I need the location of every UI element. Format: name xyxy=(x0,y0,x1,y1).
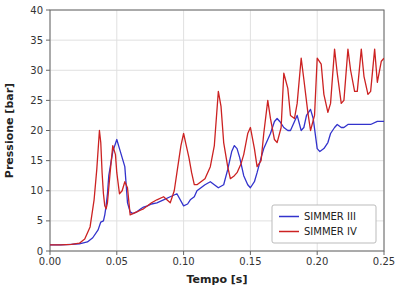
grid xyxy=(50,10,384,251)
tick-x xyxy=(250,251,251,255)
tick-x xyxy=(384,251,385,255)
tick-label-y: 30 xyxy=(30,65,43,76)
legend-swatch xyxy=(279,216,299,218)
tick-label-x: 0.10 xyxy=(172,256,194,267)
x-axis-label: Tempo [s] xyxy=(187,273,248,286)
axes: 0.00 0.05 0.10 0.15 0.20 0.25 0 5 10 15 20 25 30 35 40 xyxy=(30,5,395,268)
tick-label-x: 0.05 xyxy=(106,256,128,267)
tick-label-y: 15 xyxy=(30,155,43,166)
tick-label-x: 0.15 xyxy=(239,256,261,267)
tick-label-x: 0.00 xyxy=(39,256,61,267)
plot-background xyxy=(50,10,384,251)
grid-line-y xyxy=(50,70,384,71)
legend-box xyxy=(272,205,376,243)
tick-label-x: 0.20 xyxy=(306,256,328,267)
tick-label-y: 20 xyxy=(30,125,43,136)
tick-label-y: 35 xyxy=(30,35,43,46)
legend-label: SIMMER IV xyxy=(304,226,357,237)
chart: 0.00 0.05 0.10 0.15 0.20 0.25 0 5 10 15 20 25 30 35 40… xyxy=(0,0,396,289)
series-group xyxy=(50,49,384,245)
plot-frame xyxy=(50,10,384,251)
tick-y xyxy=(46,190,50,191)
legend: SIMMER III SIMMER IV xyxy=(272,205,376,243)
tick-y xyxy=(46,100,50,101)
tick-y xyxy=(46,70,50,71)
series-line xyxy=(50,49,384,245)
tick-label-y: 5 xyxy=(37,215,43,226)
series-line xyxy=(50,109,384,245)
grid-line-y xyxy=(50,190,384,191)
tick-label-y: 10 xyxy=(30,185,43,196)
tick-x xyxy=(116,251,117,255)
tick-y xyxy=(46,40,50,41)
y-axis-label: Pressione [bar] xyxy=(3,83,16,178)
tick-x xyxy=(50,251,51,255)
legend-swatch xyxy=(279,231,299,233)
tick-y xyxy=(46,130,50,131)
tick-x xyxy=(317,251,318,255)
tick-y xyxy=(46,160,50,161)
tick-label-y: 25 xyxy=(30,95,43,106)
tick-label-y: 0 xyxy=(37,246,43,257)
tick-label-x: 0.25 xyxy=(373,256,395,267)
grid-line-y xyxy=(50,160,384,161)
grid-line-y xyxy=(50,40,384,41)
tick-y xyxy=(46,220,50,221)
legend-label: SIMMER III xyxy=(304,211,356,222)
tick-x xyxy=(183,251,184,255)
tick-y xyxy=(46,10,50,11)
tick-y xyxy=(46,251,50,252)
tick-label-y: 40 xyxy=(30,5,43,16)
